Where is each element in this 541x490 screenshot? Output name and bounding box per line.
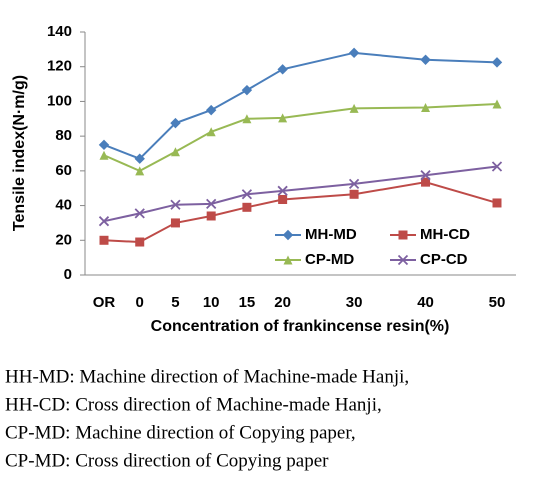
marker — [241, 189, 253, 200]
marker — [170, 147, 180, 157]
marker — [170, 199, 181, 210]
series-line — [103, 51, 498, 160]
legend-marker — [283, 255, 293, 265]
marker — [421, 177, 431, 187]
x-tick-label: 30 — [346, 294, 363, 311]
caption-line: HH-MD: Machine direction of Machine-made… — [5, 366, 409, 387]
legend-label: CP-MD — [305, 251, 354, 268]
marker — [205, 104, 217, 116]
x-tick-label: 20 — [274, 294, 291, 311]
x-tick-label: OR — [93, 294, 116, 311]
caption-line: CP-MD: Cross direction of Copying paper — [5, 450, 329, 471]
marker — [421, 103, 431, 113]
caption-line: CP-MD: Machine direction of Copying pape… — [5, 422, 356, 443]
y-tick-label: 20 — [55, 231, 72, 248]
marker — [492, 99, 502, 109]
marker — [135, 166, 145, 176]
y-tick-label: 40 — [55, 197, 72, 214]
marker — [206, 198, 217, 209]
marker — [134, 208, 145, 219]
marker — [242, 202, 252, 212]
y-axis-title: Tensile index(N·m/g) — [11, 75, 28, 231]
x-tick-label: 15 — [239, 294, 256, 311]
marker — [491, 161, 503, 172]
x-tick-label: 50 — [489, 294, 506, 311]
legend-marker — [397, 254, 409, 266]
x-tick-label: 0 — [136, 294, 144, 311]
marker — [348, 47, 360, 59]
marker — [492, 198, 502, 208]
legend-marker — [398, 230, 408, 240]
legend-label: CP-CD — [420, 251, 468, 268]
marker — [98, 216, 110, 227]
marker — [135, 237, 145, 247]
marker — [206, 127, 216, 137]
x-tick-label: 10 — [203, 294, 220, 311]
marker — [277, 185, 288, 196]
caption-line: HH-CD: Cross direction of Machine-made H… — [5, 394, 382, 415]
marker — [98, 139, 110, 151]
marker — [134, 153, 145, 164]
marker — [99, 235, 109, 245]
marker — [278, 194, 288, 204]
series-line — [103, 103, 498, 172]
legend-label: MH-MD — [305, 226, 357, 243]
legend-marker — [282, 229, 294, 241]
y-tick-label: 100 — [47, 92, 72, 109]
y-tick-label: 120 — [47, 58, 72, 75]
x-tick-label: 5 — [171, 294, 179, 311]
marker — [349, 189, 359, 199]
marker — [278, 113, 288, 123]
marker — [170, 218, 180, 228]
y-tick-label: 80 — [55, 127, 72, 144]
marker — [349, 103, 359, 113]
marker — [348, 178, 360, 190]
marker — [170, 117, 181, 129]
marker — [491, 57, 503, 68]
y-tick-label: 60 — [55, 162, 72, 179]
marker — [420, 54, 431, 65]
marker — [99, 150, 109, 160]
x-axis-title: Concentration of frankincense resin(%) — [151, 318, 450, 335]
y-tick-label: 0 — [64, 266, 72, 283]
marker — [277, 64, 288, 75]
y-tick-label: 140 — [47, 23, 72, 40]
marker — [242, 114, 252, 124]
legend-label: MH-CD — [420, 226, 470, 243]
series-line — [103, 165, 498, 223]
marker — [206, 211, 216, 221]
x-tick-label: 40 — [417, 294, 434, 311]
marker — [241, 84, 253, 96]
marker — [420, 170, 431, 181]
